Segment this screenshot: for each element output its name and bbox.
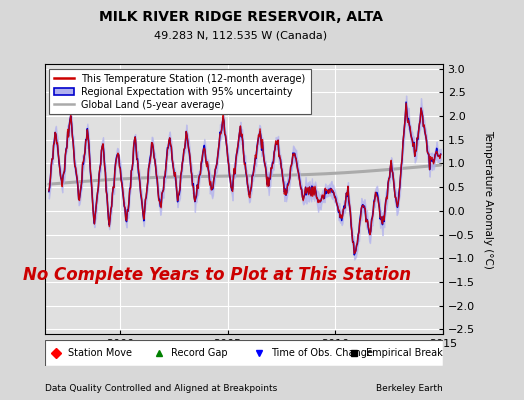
Text: Record Gap: Record Gap: [171, 348, 228, 358]
Text: MILK RIVER RIDGE RESERVOIR, ALTA: MILK RIVER RIDGE RESERVOIR, ALTA: [99, 10, 383, 24]
Text: Time of Obs. Change: Time of Obs. Change: [271, 348, 373, 358]
Legend: This Temperature Station (12-month average), Regional Expectation with 95% uncer: This Temperature Station (12-month avera…: [49, 69, 311, 114]
Text: 49.283 N, 112.535 W (Canada): 49.283 N, 112.535 W (Canada): [155, 30, 328, 40]
Text: No Complete Years to Plot at This Station: No Complete Years to Plot at This Statio…: [23, 266, 411, 284]
Text: Berkeley Earth: Berkeley Earth: [376, 384, 443, 393]
Y-axis label: Temperature Anomaly (°C): Temperature Anomaly (°C): [483, 130, 493, 268]
Text: Station Move: Station Move: [68, 348, 132, 358]
Text: Data Quality Controlled and Aligned at Breakpoints: Data Quality Controlled and Aligned at B…: [45, 384, 277, 393]
Text: Empirical Break: Empirical Break: [366, 348, 443, 358]
